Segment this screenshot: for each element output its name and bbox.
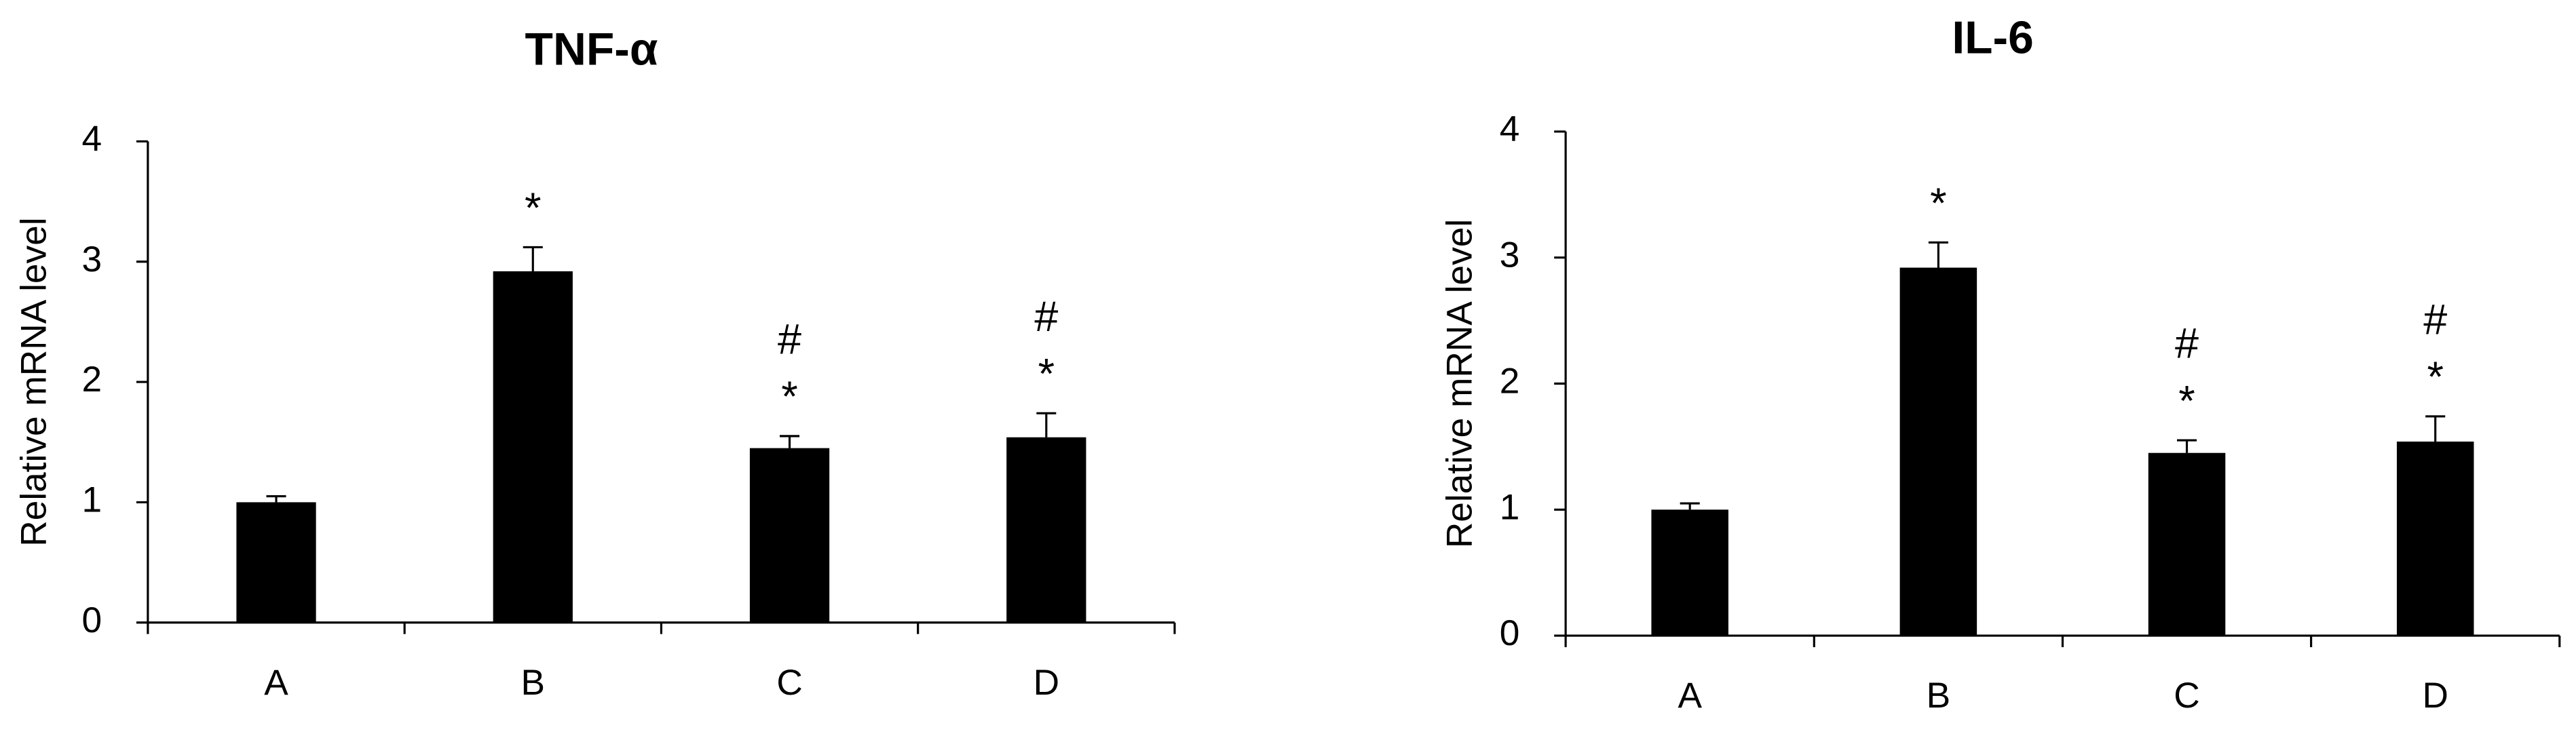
bar (749, 448, 830, 623)
significance-mark: # (1034, 293, 1058, 341)
x-tick-label: C (776, 663, 802, 703)
y-tick-label: 3 (1500, 235, 1520, 275)
significance-mark: * (2427, 353, 2443, 401)
y-tick-label: 4 (81, 119, 102, 159)
y-tick-label: 0 (81, 600, 102, 640)
significance-mark: # (2175, 320, 2199, 368)
significance-mark: # (778, 316, 801, 364)
x-tick-label: A (264, 663, 288, 703)
chart-title: IL-6 (1952, 13, 2033, 64)
bar (1899, 267, 1977, 636)
y-tick-label: 1 (81, 480, 102, 520)
significance-mark: * (525, 185, 542, 232)
y-tick-label: 2 (1500, 362, 1520, 402)
x-tick-label: C (2174, 676, 2199, 716)
bar (1006, 437, 1086, 623)
significance-mark: * (781, 373, 797, 421)
bar (2396, 441, 2474, 636)
significance-mark: * (1038, 351, 1055, 398)
x-tick-label: D (1034, 663, 1059, 703)
y-axis-label: Relative mRNA level (1440, 219, 1480, 548)
bar (236, 502, 316, 623)
y-tick-label: 0 (1500, 613, 1520, 653)
x-tick-label: D (2422, 676, 2448, 716)
y-tick-label: 2 (81, 360, 102, 400)
x-tick-label: B (521, 663, 546, 703)
bar (2148, 452, 2226, 636)
x-tick-label: A (1678, 676, 1702, 716)
significance-mark: * (2178, 377, 2195, 425)
y-tick-label: 1 (1500, 487, 1520, 527)
significance-mark: * (1930, 180, 1947, 227)
chart-title: TNF-α (525, 24, 658, 75)
y-tick-label: 3 (81, 239, 102, 279)
significance-mark: # (2423, 296, 2447, 343)
bar (1651, 509, 1728, 636)
y-axis-label: Relative mRNA level (14, 217, 54, 546)
x-tick-label: B (1927, 676, 1951, 716)
bar (493, 271, 573, 623)
y-tick-label: 4 (1500, 109, 1520, 149)
